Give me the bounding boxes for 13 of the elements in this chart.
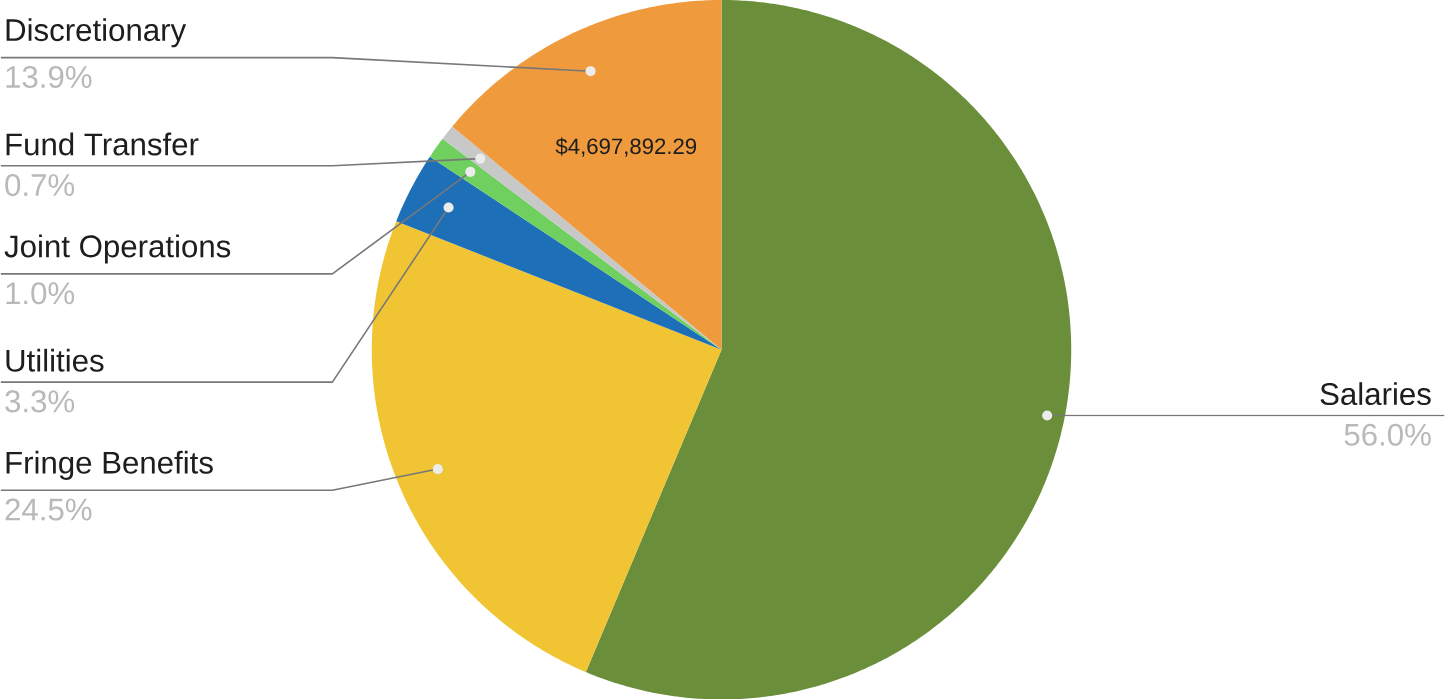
slice-label: Discretionary — [6, 17, 187, 48]
text: $4,697,892.29 — [555, 137, 697, 157]
slice-label: Salaries — [1320, 381, 1431, 405]
slice-label: Fund Transfer — [6, 132, 199, 156]
data-label: 1.0% — [6, 281, 75, 305]
data-label: 0.7% — [5, 173, 75, 196]
slice-label: Fringe Benefits — [6, 450, 213, 480]
data-label: 13.9% — [6, 65, 92, 88]
data-label: 56.0% — [1344, 423, 1431, 446]
slice-label: Utilities — [6, 348, 104, 372]
data-label: 3.3% — [5, 390, 75, 413]
slice-label: Joint Operations — [4, 234, 231, 264]
data-label: 24.5% — [5, 498, 92, 521]
